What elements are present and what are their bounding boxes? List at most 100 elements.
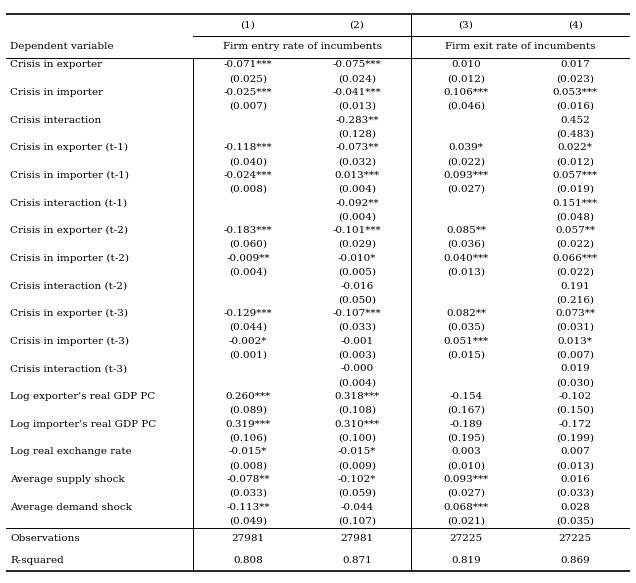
- Text: (3): (3): [459, 21, 473, 30]
- Text: (0.021): (0.021): [447, 517, 485, 526]
- Text: (0.012): (0.012): [447, 74, 485, 83]
- Text: (0.040): (0.040): [229, 157, 267, 166]
- Text: (1): (1): [240, 21, 255, 30]
- Text: 0.057***: 0.057***: [553, 171, 598, 180]
- Text: (0.029): (0.029): [338, 240, 376, 249]
- Text: (0.001): (0.001): [229, 350, 267, 360]
- Text: (0.007): (0.007): [229, 101, 267, 111]
- Text: R-squared: R-squared: [10, 556, 64, 565]
- Text: -0.118***: -0.118***: [224, 143, 272, 152]
- Text: Log real exchange rate: Log real exchange rate: [10, 448, 132, 456]
- Text: (0.013): (0.013): [556, 461, 594, 470]
- Text: 0.051***: 0.051***: [443, 337, 488, 346]
- Text: -0.092**: -0.092**: [335, 199, 378, 208]
- Text: 27225: 27225: [450, 535, 483, 543]
- Text: -0.183***: -0.183***: [224, 226, 272, 235]
- Text: Crisis in exporter: Crisis in exporter: [10, 60, 102, 69]
- Text: -0.009**: -0.009**: [226, 254, 270, 263]
- Text: (0.059): (0.059): [338, 489, 376, 498]
- Text: (0.016): (0.016): [556, 101, 594, 111]
- Text: (0.013): (0.013): [338, 101, 376, 111]
- Text: (0.060): (0.060): [229, 240, 267, 249]
- Text: Average demand shock: Average demand shock: [10, 503, 132, 512]
- Text: -0.001: -0.001: [340, 337, 373, 346]
- Text: (0.048): (0.048): [556, 212, 594, 222]
- Text: (0.483): (0.483): [556, 129, 594, 138]
- Text: 0.871: 0.871: [342, 556, 372, 565]
- Text: 0.010: 0.010: [451, 60, 481, 69]
- Text: (0.033): (0.033): [556, 489, 594, 498]
- Text: Crisis in exporter (t-1): Crisis in exporter (t-1): [10, 143, 128, 152]
- Text: 0.082**: 0.082**: [446, 309, 486, 318]
- Text: Log importer's real GDP PC: Log importer's real GDP PC: [10, 420, 156, 429]
- Text: (0.036): (0.036): [447, 240, 485, 249]
- Text: (0.035): (0.035): [447, 323, 485, 332]
- Text: -0.016: -0.016: [340, 282, 373, 290]
- Text: -0.010*: -0.010*: [338, 254, 376, 263]
- Text: 0.085**: 0.085**: [446, 226, 486, 235]
- Text: (0.035): (0.035): [556, 517, 594, 526]
- Text: (0.003): (0.003): [338, 350, 376, 360]
- Text: (0.010): (0.010): [447, 461, 485, 470]
- Text: 0.003: 0.003: [451, 448, 481, 456]
- Text: (0.044): (0.044): [229, 323, 267, 332]
- Text: Crisis in importer (t-1): Crisis in importer (t-1): [10, 171, 129, 180]
- Text: (0.008): (0.008): [229, 461, 267, 470]
- Text: 0.007: 0.007: [560, 448, 590, 456]
- Text: (0.004): (0.004): [229, 268, 267, 277]
- Text: (0.004): (0.004): [338, 185, 376, 194]
- Text: -0.154: -0.154: [450, 392, 483, 401]
- Text: -0.101***: -0.101***: [333, 226, 381, 235]
- Text: 0.151***: 0.151***: [553, 199, 598, 208]
- Text: 27981: 27981: [232, 535, 265, 543]
- Text: (0.031): (0.031): [556, 323, 594, 332]
- Text: (0.027): (0.027): [447, 489, 485, 498]
- Text: 0.013***: 0.013***: [335, 171, 380, 180]
- Text: (0.199): (0.199): [556, 434, 594, 442]
- Text: (0.004): (0.004): [338, 378, 376, 387]
- Text: 0.013*: 0.013*: [558, 337, 593, 346]
- Text: 0.068***: 0.068***: [443, 503, 488, 512]
- Text: -0.189: -0.189: [450, 420, 483, 429]
- Text: (0.050): (0.050): [338, 296, 376, 304]
- Text: (0.033): (0.033): [229, 489, 267, 498]
- Text: (0.022): (0.022): [447, 157, 485, 166]
- Text: (0.004): (0.004): [338, 212, 376, 222]
- Text: 27225: 27225: [558, 535, 591, 543]
- Text: 0.039*: 0.039*: [448, 143, 483, 152]
- Text: (0.009): (0.009): [338, 461, 376, 470]
- Text: 0.452: 0.452: [560, 115, 590, 125]
- Text: Firm exit rate of incumbents: Firm exit rate of incumbents: [445, 43, 596, 51]
- Text: -0.041***: -0.041***: [333, 88, 381, 97]
- Text: (0.049): (0.049): [229, 517, 267, 526]
- Text: Log exporter's real GDP PC: Log exporter's real GDP PC: [10, 392, 155, 401]
- Text: -0.015*: -0.015*: [229, 448, 267, 456]
- Text: -0.283**: -0.283**: [335, 115, 378, 125]
- Text: 0.016: 0.016: [560, 475, 590, 484]
- Text: -0.129***: -0.129***: [224, 309, 272, 318]
- Text: 0.260***: 0.260***: [225, 392, 270, 401]
- Text: (0.106): (0.106): [229, 434, 267, 442]
- Text: -0.078**: -0.078**: [226, 475, 270, 484]
- Text: Crisis interaction (t-2): Crisis interaction (t-2): [10, 282, 127, 290]
- Text: Crisis in importer (t-3): Crisis in importer (t-3): [10, 337, 129, 346]
- Text: 0.053***: 0.053***: [553, 88, 598, 97]
- Text: 0.191: 0.191: [560, 282, 590, 290]
- Text: 0.869: 0.869: [560, 556, 590, 565]
- Text: (0.033): (0.033): [338, 323, 376, 332]
- Text: -0.015*: -0.015*: [338, 448, 376, 456]
- Text: -0.113**: -0.113**: [226, 503, 270, 512]
- Text: Observations: Observations: [10, 535, 80, 543]
- Text: Crisis in importer (t-2): Crisis in importer (t-2): [10, 254, 129, 263]
- Text: 0.017: 0.017: [560, 60, 590, 69]
- Text: (0.089): (0.089): [229, 406, 267, 415]
- Text: (0.216): (0.216): [556, 296, 594, 304]
- Text: 0.318***: 0.318***: [335, 392, 380, 401]
- Text: (0.046): (0.046): [447, 101, 485, 111]
- Text: -0.044: -0.044: [340, 503, 373, 512]
- Text: 0.093***: 0.093***: [443, 475, 488, 484]
- Text: (0.015): (0.015): [447, 350, 485, 360]
- Text: (0.107): (0.107): [338, 517, 376, 526]
- Text: Crisis in importer: Crisis in importer: [10, 88, 103, 97]
- Text: (0.100): (0.100): [338, 434, 376, 442]
